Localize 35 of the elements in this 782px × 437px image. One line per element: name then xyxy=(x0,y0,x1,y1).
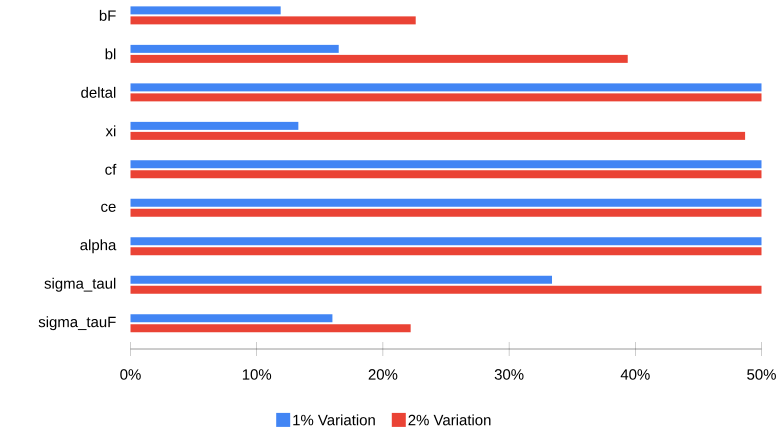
y-tick-label: sigma_taul xyxy=(44,278,116,292)
bar xyxy=(130,132,746,140)
bar xyxy=(130,247,762,256)
bar xyxy=(130,208,762,217)
x-tick-label: 0% xyxy=(120,369,141,380)
bar xyxy=(130,160,762,168)
bar xyxy=(130,170,762,178)
y-tick-label: deltal xyxy=(81,86,116,98)
y-tick-label: bl xyxy=(106,48,116,60)
bar xyxy=(130,314,332,322)
y-tick-label: sigma_tauF xyxy=(38,316,116,330)
y-tick-label: ce xyxy=(101,204,116,212)
bar xyxy=(130,93,762,102)
x-tick-label: 30% xyxy=(494,369,524,380)
bar xyxy=(130,276,552,284)
bar xyxy=(130,16,416,24)
bar xyxy=(130,83,762,92)
legend-label: 2% Variation xyxy=(408,414,490,426)
y-tick-label: alpha xyxy=(80,239,116,254)
y-tick-label: cf xyxy=(105,164,116,175)
bar xyxy=(130,122,298,130)
y-tick-label: bF xyxy=(100,10,116,21)
bar xyxy=(130,324,411,332)
legend-label: 1% Variation xyxy=(293,414,375,426)
x-tick-label: 20% xyxy=(368,369,398,380)
y-tick-label: xi xyxy=(106,125,116,136)
x-tick-label: 40% xyxy=(620,369,650,380)
bar xyxy=(130,6,281,14)
x-tick-label: 10% xyxy=(242,369,272,380)
bar xyxy=(130,44,339,53)
x-tick-label: 50% xyxy=(747,369,776,380)
bar xyxy=(130,237,762,246)
bar xyxy=(130,198,762,207)
bar xyxy=(130,286,762,294)
bar xyxy=(130,54,628,63)
